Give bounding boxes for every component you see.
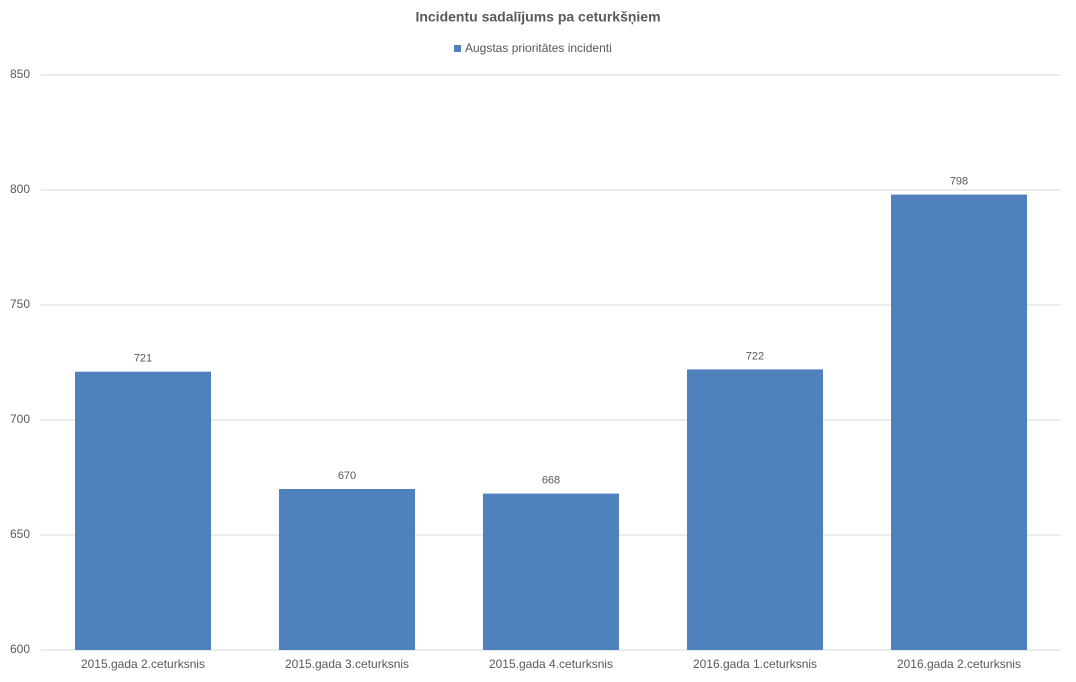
- y-tick-label: 850: [10, 67, 30, 81]
- y-tick-label: 700: [10, 412, 30, 426]
- bar: [279, 489, 415, 650]
- x-tick-label: 2015.gada 4.ceturksnis: [489, 657, 613, 671]
- y-tick-label: 600: [10, 642, 30, 656]
- bar: [75, 371, 211, 650]
- bar: [891, 194, 1027, 650]
- x-tick-label: 2016.gada 1.ceturksnis: [693, 657, 817, 671]
- data-label: 721: [134, 353, 152, 365]
- y-tick-label: 800: [10, 182, 30, 196]
- data-label: 670: [338, 470, 356, 482]
- bar: [687, 369, 823, 650]
- x-tick-label: 2015.gada 3.ceturksnis: [285, 657, 409, 671]
- data-label: 722: [746, 350, 764, 362]
- data-label: 668: [542, 475, 560, 487]
- legend-swatch: [454, 45, 461, 52]
- x-tick-label: 2016.gada 2.ceturksnis: [897, 657, 1021, 671]
- y-tick-label: 650: [10, 527, 30, 541]
- chart-title: Incidentu sadalījums pa ceturkšņiem: [415, 9, 660, 25]
- bar: [483, 493, 619, 650]
- data-label: 798: [950, 176, 968, 188]
- x-tick-label: 2015.gada 2.ceturksnis: [81, 657, 205, 671]
- y-tick-label: 750: [10, 297, 30, 311]
- legend-label: Augstas prioritātes incidenti: [465, 41, 612, 55]
